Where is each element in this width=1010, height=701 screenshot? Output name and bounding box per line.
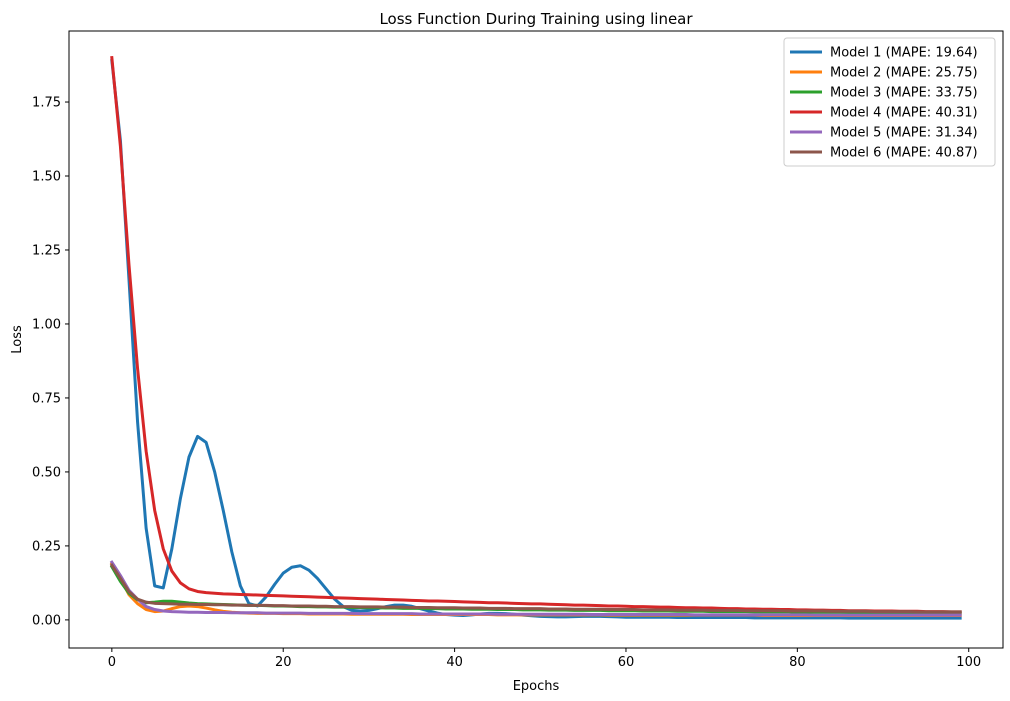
legend: Model 1 (MAPE: 19.64) Model 2 (MAPE: 25.7… — [783, 37, 996, 167]
y-tick-label: 0.00 — [32, 613, 61, 628]
y-tick-label: 1.25 — [32, 243, 61, 258]
y-axis-label: Loss — [10, 325, 25, 354]
series-line-model-6 — [109, 563, 962, 614]
y-tick-label: 0.75 — [32, 391, 61, 406]
axes-layer: 0 20 40 60 80 100 0.00 0.25 0.50 0.75 1.00 1.25 1.50… — [32, 96, 981, 670]
x-tick-label: 0 — [108, 655, 116, 670]
legend-label-model-2: Model 2 (MAPE: 25.75) — [830, 66, 978, 81]
series-layer — [109, 55, 962, 620]
x-tick-label: 80 — [789, 655, 806, 670]
x-tick-label: 40 — [446, 655, 463, 670]
legend-label-model-4: Model 4 (MAPE: 40.31) — [830, 106, 978, 121]
series-line-model-5 — [109, 560, 962, 617]
x-tick-label: 100 — [956, 655, 981, 670]
legend-box — [783, 37, 996, 167]
legend-label-model-6: Model 6 (MAPE: 40.87) — [830, 146, 978, 161]
y-tick-label: 0.50 — [32, 465, 61, 480]
plot-frame — [68, 30, 1004, 649]
y-tick-label: 1.00 — [32, 317, 61, 332]
legend-label-model-5: Model 5 (MAPE: 31.34) — [830, 126, 978, 141]
chart-title: Loss Function During Training using line… — [379, 10, 693, 28]
y-tick-label: 1.75 — [32, 96, 61, 111]
legend-label-model-1: Model 1 (MAPE: 19.64) — [830, 46, 978, 61]
x-tick-label: 60 — [618, 655, 635, 670]
y-tick-label: 0.25 — [32, 539, 61, 554]
x-axis-label: Epochs — [513, 679, 560, 694]
legend-label-model-3: Model 3 (MAPE: 33.75) — [830, 86, 978, 101]
y-tick-label: 1.50 — [32, 170, 61, 185]
x-tick-label: 20 — [275, 655, 292, 670]
